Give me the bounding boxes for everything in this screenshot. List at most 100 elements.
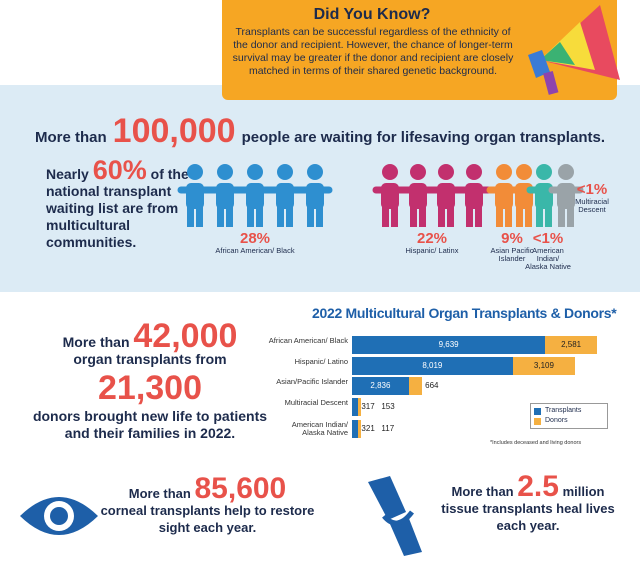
leg [419,205,426,227]
chart-note: *Includes deceased and living donors [490,440,582,446]
head [187,164,203,180]
group-label: Asian Pacific Islander [490,246,534,263]
body [535,183,553,209]
leg [505,205,512,227]
value-label: 2,836 [370,381,391,390]
value-label: 664 [425,381,439,390]
corneal-text: More than 85,600 corneal transplants hel… [100,474,315,536]
chart: 2022 Multicultural Organ Transplants & D… [268,305,617,446]
leg [226,205,233,227]
head [247,164,263,180]
transplants-text: More than 42,000 organ transplants from … [20,319,280,442]
bar-segment [352,420,359,438]
megaphone-icon [528,5,620,95]
head [277,164,293,180]
leg [391,205,398,227]
multicultural-text: Nearly 60% of the national transplant wa… [46,157,206,251]
bar-segment [352,377,409,395]
legend-label: Donors [545,417,568,424]
value-label: 117 [381,424,395,433]
leg [247,205,254,227]
leg [516,205,523,227]
knee-icon [368,476,422,556]
group-label: Hispanic/ Latinx [405,246,459,255]
body [186,183,204,209]
head [466,164,482,180]
leg [558,205,565,227]
leg [316,205,323,227]
leg [496,205,503,227]
group-percent: 28% [239,230,271,247]
legend-item: Donors [534,416,604,426]
prefix: Nearly [46,166,89,182]
eye-icon [20,497,98,535]
leg [196,205,203,227]
legend: Transplants Donors [530,403,608,429]
leg [545,205,552,227]
suffix: corneal transplants help to restore sigh… [100,503,315,535]
legend-swatch [534,417,541,425]
value-label: 8,019 [422,361,443,370]
prefix: More than [451,484,514,499]
value-label: 9,639 [438,340,459,349]
value-label: 321 [361,424,375,433]
leg [307,205,314,227]
head [410,164,426,180]
legend-item: Transplants [534,406,604,416]
body [495,183,513,209]
bar-segment [358,420,361,438]
tissue-text: More than 2.5 million tissue transplants… [428,472,628,534]
legend-label: Transplants [545,407,582,414]
group-label: American Indian/ Alaska Native [525,246,571,271]
value-label: 2,581 [561,340,582,349]
leg [567,205,574,227]
big-number: 21,300 [98,369,202,407]
value-label: 153 [381,402,395,411]
leg [187,205,194,227]
head [558,164,574,180]
leg [438,205,445,227]
group-percent: <1% [532,230,564,247]
body [409,183,427,209]
group-percent: 22% [416,230,448,247]
big-number: 2.5 [517,470,559,503]
body [216,183,234,209]
category-label: Multiracial Descent [284,398,348,407]
prefix: More than [62,334,130,350]
category-label: Hispanic/ Latino [294,357,348,366]
bar-segment [408,377,423,395]
box-text: Transplants can be successful regardless… [232,26,514,77]
leg [525,205,532,227]
group-label: Multiracial Descent [575,197,609,214]
head [516,164,532,180]
category-label: African American/ Black [268,336,348,345]
body [381,183,399,209]
leg [447,205,454,227]
category-label: Asian/Pacific Islander [276,377,348,386]
bar-segment [352,398,359,416]
leg [466,205,473,227]
leg [256,205,263,227]
box-title: Did You Know? [313,6,431,23]
chart-title: 2022 Multicultural Organ Transplants & D… [312,305,617,321]
bar-segment [352,336,546,354]
suffix: donors brought new life to patients and … [32,408,268,441]
leg [277,205,284,227]
bar-segment [352,357,513,375]
unit: million [562,484,605,499]
big-number: 85,600 [194,472,287,505]
big-number: 42,000 [133,317,238,355]
category-label: American Indian/ Alaska Native [291,420,348,437]
body [246,183,264,209]
prefix: More than [35,129,107,146]
middle: organ transplants from [73,351,227,367]
leg [286,205,293,227]
leg [217,205,224,227]
legend-swatch [534,407,541,415]
suffix: of the national transplant waiting list … [46,166,189,250]
bar-segment [512,357,576,375]
leg [410,205,417,227]
body [437,183,455,209]
head [536,164,552,180]
